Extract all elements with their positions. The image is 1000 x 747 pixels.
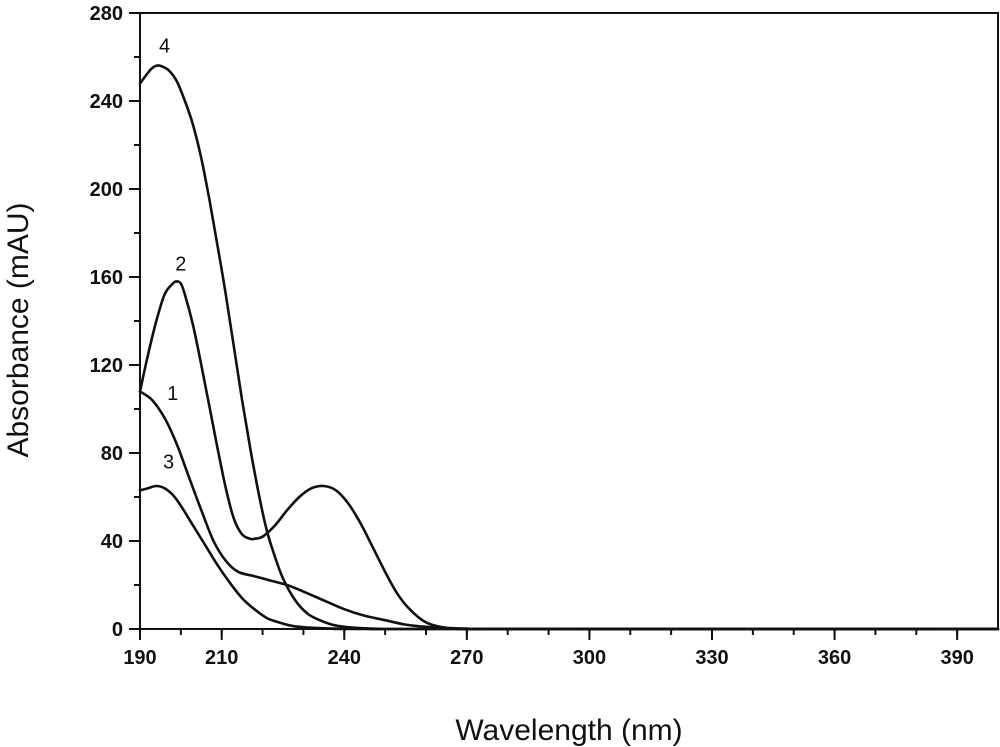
y-tick-label: 80: [101, 443, 123, 465]
x-tick-label: 190: [123, 647, 156, 669]
y-tick-label: 40: [101, 531, 123, 553]
series-1-label: 1: [167, 383, 178, 405]
series-4-label: 4: [159, 36, 170, 58]
series-3-label: 3: [163, 451, 174, 473]
y-tick-label: 240: [90, 91, 123, 113]
tick-labels: 190 210 240 270 300 330 360 3900408012016020024…: [90, 3, 974, 669]
y-tick-label: 160: [90, 267, 123, 289]
x-tick-label: 210: [205, 647, 238, 669]
x-tick-label: 300: [573, 647, 606, 669]
y-tick-label: 200: [90, 179, 123, 201]
x-tick-label: 360: [818, 647, 851, 669]
series-3-line: [138, 484, 1000, 631]
series-2-line: [138, 280, 1000, 631]
axis-ticks: [129, 12, 959, 640]
series-2-label: 2: [175, 253, 186, 275]
y-axis-title: Absorbance (mAU): [2, 202, 35, 457]
x-tick-label: 330: [695, 647, 728, 669]
x-tick-label: 270: [450, 647, 483, 669]
plot-frame: [139, 12, 999, 630]
y-tick-label: 280: [90, 3, 123, 25]
series-4-line: [138, 64, 1000, 631]
y-tick-label: 120: [90, 355, 123, 377]
x-tick-label: 390: [940, 647, 973, 669]
series-1-line: [138, 390, 1000, 631]
series-labels: 1 2 3 4: [159, 36, 186, 474]
x-axis-title: Wavelength (nm): [455, 714, 682, 747]
y-tick-label: 0: [112, 619, 123, 641]
series-curves: [138, 64, 1000, 631]
x-tick-label: 240: [328, 647, 361, 669]
